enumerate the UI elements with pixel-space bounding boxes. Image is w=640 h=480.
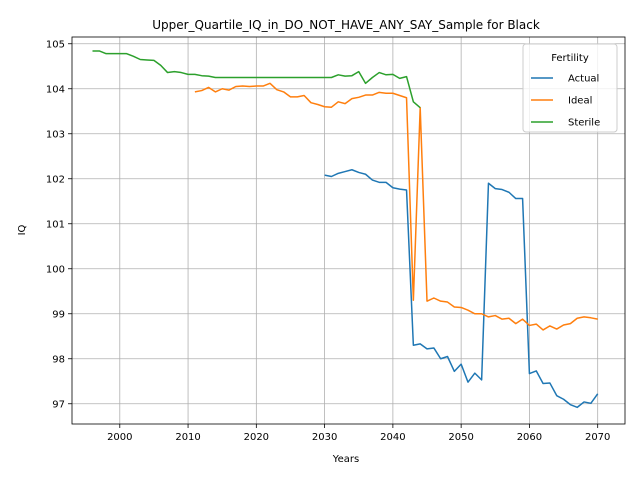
x-tick-label: 2000: [107, 432, 132, 443]
x-tick-label: 2040: [380, 432, 405, 443]
y-tick-label: 102: [46, 174, 65, 185]
y-tick-label: 98: [52, 354, 65, 365]
y-tick-label: 105: [46, 39, 65, 50]
x-tick-label: 2010: [175, 432, 200, 443]
chart-title: Upper_Quartile_IQ_in_DO_NOT_HAVE_ANY_SAY…: [152, 18, 540, 32]
x-axis: 2000 2010 2020 2030 2040 2050 2060 2070: [107, 424, 610, 443]
series-line-ideal: [194, 82, 598, 331]
legend-box: [522, 43, 618, 133]
y-axis-label: IQ: [17, 224, 28, 235]
legend-label-actual: Actual: [568, 74, 599, 85]
y-tick-label: 101: [46, 219, 65, 230]
x-axis-label: Years: [332, 454, 359, 465]
legend-title: Fertility: [551, 53, 589, 64]
legend-label-ideal: Ideal: [568, 96, 592, 107]
series-line-actual: [324, 169, 599, 409]
x-tick-label: 2050: [448, 432, 473, 443]
x-tick-label: 2060: [517, 432, 542, 443]
x-tick-label: 2020: [244, 432, 269, 443]
plot-frame: [71, 36, 626, 425]
x-tick-label: 2070: [585, 432, 610, 443]
y-axis: 97 98 99 100 101 102 103 104 105: [46, 39, 72, 410]
y-tick-label: 103: [46, 129, 65, 140]
y-tick-label: 100: [46, 264, 65, 275]
legend: Fertility Actual Ideal Sterile: [522, 43, 618, 133]
legend-label-sterile: Sterile: [568, 118, 600, 129]
y-tick-label: 99: [52, 309, 65, 320]
plot-lines: [92, 50, 599, 409]
grid-lines: [72, 37, 625, 424]
y-tick-label: 104: [46, 84, 65, 95]
series-line-sterile: [92, 50, 421, 109]
y-tick-label: 97: [52, 399, 65, 410]
x-tick-label: 2030: [312, 432, 337, 443]
